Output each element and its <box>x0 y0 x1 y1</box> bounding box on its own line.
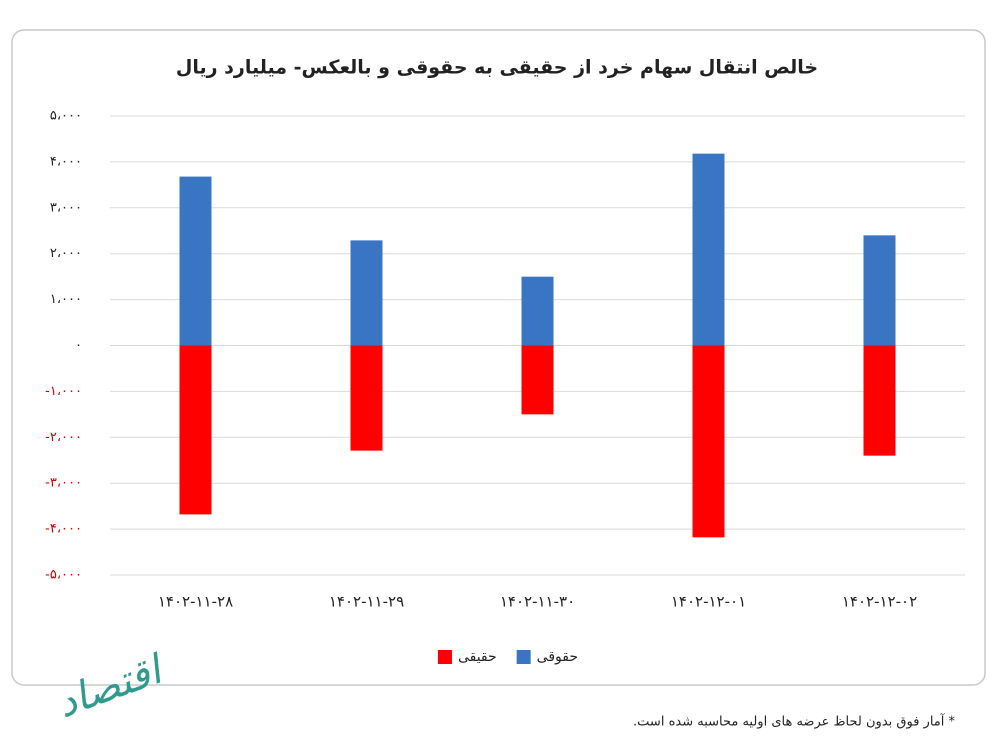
bar <box>179 345 212 515</box>
y-tick-label: ۵،۰۰۰ <box>50 109 82 124</box>
legend-label: حقیقی <box>458 649 497 665</box>
y-tick-label: -۳،۰۰۰ <box>45 476 82 491</box>
y-tick-label: ۰ <box>75 338 82 353</box>
footnote: * آمار فوق بدون لحاظ عرضه های اولیه محاس… <box>633 713 955 730</box>
y-tick-label: -۴،۰۰۰ <box>45 522 82 537</box>
bar <box>863 235 896 346</box>
y-tick-label: -۲،۰۰۰ <box>45 430 82 445</box>
legend-label: حقوقی <box>537 649 578 665</box>
x-tick-label: ۱۴۰۲-۱۲-۰۲ <box>842 593 917 611</box>
y-tick-label: -۱،۰۰۰ <box>45 384 82 399</box>
bar <box>350 240 383 346</box>
x-tick-label: ۱۴۰۲-۱۱-۳۰ <box>500 593 575 611</box>
legend-swatch <box>437 650 452 664</box>
bar <box>692 153 725 346</box>
legend-swatch <box>516 650 531 664</box>
y-tick-label: -۵،۰۰۰ <box>45 568 82 583</box>
x-tick-label: ۱۴۰۲-۱۲-۰۱ <box>671 593 746 611</box>
bar <box>521 345 554 415</box>
y-tick-label: ۲،۰۰۰ <box>50 246 82 261</box>
bar <box>179 176 212 346</box>
x-tick-label: ۱۴۰۲-۱۱-۲۹ <box>329 593 404 611</box>
x-tick-label: ۱۴۰۲-۱۱-۲۸ <box>158 593 233 611</box>
bar <box>521 276 554 346</box>
chart-frame <box>11 29 986 686</box>
y-tick-label: ۴،۰۰۰ <box>50 154 82 169</box>
bar <box>863 345 896 456</box>
bar <box>692 345 725 538</box>
chart-title: خالص انتقال سهام خرد از حقیقی به حقوقی و… <box>176 57 818 79</box>
y-tick-label: ۳،۰۰۰ <box>50 200 82 215</box>
bar <box>350 345 383 451</box>
y-tick-label: ۱،۰۰۰ <box>50 292 82 307</box>
